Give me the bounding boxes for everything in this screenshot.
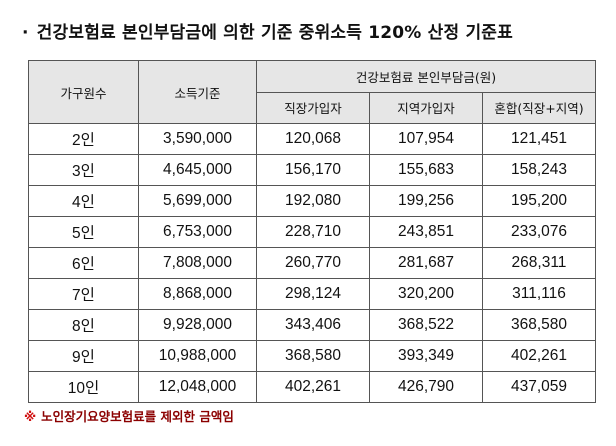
cell-income: 10,988,000 — [138, 340, 257, 372]
cell-workplace: 260,770 — [256, 247, 370, 279]
table-row: 3인 4,645,000 156,170 155,683 158,243 — [28, 154, 596, 186]
header-workplace: 직장가입자 — [256, 91, 370, 124]
cell-income: 12,048,000 — [138, 371, 257, 403]
cell-regional: 199,256 — [369, 185, 483, 217]
cell-income: 8,868,000 — [138, 278, 257, 310]
cell-household: 6인 — [28, 247, 139, 279]
cell-household: 8인 — [28, 309, 139, 341]
cell-income: 3,590,000 — [138, 123, 257, 155]
table-row: 2인 3,590,000 120,068 107,954 121,451 — [28, 123, 596, 155]
cell-regional: 320,200 — [369, 278, 483, 310]
footnote: ※ 노인장기요양보험료를 제외한 금액임 — [24, 406, 234, 425]
table-row: 5인 6,753,000 228,710 243,851 233,076 — [28, 216, 596, 248]
table-row: 6인 7,808,000 260,770 281,687 268,311 — [28, 247, 596, 279]
table-row: 7인 8,868,000 298,124 320,200 311,116 — [28, 278, 596, 310]
header-row-top: 가구원수 소득기준 건강보험료 본인부담금(원) — [28, 60, 596, 124]
cell-workplace: 120,068 — [256, 123, 370, 155]
header-mixed: 혼합(직장+지역) — [482, 91, 596, 124]
cell-workplace: 402,261 — [256, 371, 370, 403]
title-bullet: · — [22, 23, 29, 43]
cell-mixed: 368,580 — [482, 309, 596, 341]
cell-regional: 107,954 — [369, 123, 483, 155]
cell-income: 6,753,000 — [138, 216, 257, 248]
header-income: 소득기준 — [138, 60, 257, 124]
table-row: 9인 10,988,000 368,580 393,349 402,261 — [28, 340, 596, 372]
cell-regional: 281,687 — [369, 247, 483, 279]
cell-household: 4인 — [28, 185, 139, 217]
cell-household: 5인 — [28, 216, 139, 248]
cell-income: 5,699,000 — [138, 185, 257, 217]
table-header: 가구원수 소득기준 건강보험료 본인부담금(원) 직장가입자 지역가입자 혼합(… — [28, 60, 596, 124]
cell-workplace: 228,710 — [256, 216, 370, 248]
cell-mixed: 437,059 — [482, 371, 596, 403]
cell-workplace: 156,170 — [256, 154, 370, 186]
contribution-table: 가구원수 소득기준 건강보험료 본인부담금(원) 직장가입자 지역가입자 혼합(… — [28, 60, 596, 403]
header-row-bottom: 직장가입자 지역가입자 혼합(직장+지역) — [29, 91, 596, 124]
table-row: 10인 12,048,000 402,261 426,790 437,059 — [28, 371, 596, 403]
cell-workplace: 192,080 — [256, 185, 370, 217]
cell-workplace: 298,124 — [256, 278, 370, 310]
cell-workplace: 343,406 — [256, 309, 370, 341]
cell-household: 3인 — [28, 154, 139, 186]
cell-household: 2인 — [28, 123, 139, 155]
footnote-text: 노인장기요양보험료를 제외한 금액임 — [41, 409, 234, 424]
cell-mixed: 195,200 — [482, 185, 596, 217]
table-body: 2인 3,590,000 120,068 107,954 121,451 3인 … — [28, 123, 596, 403]
table-row: 8인 9,928,000 343,406 368,522 368,580 — [28, 309, 596, 341]
page-title: · 건강보험료 본인부담금에 의한 기준 중위소득 120% 산정 기준표 — [22, 18, 513, 43]
cell-income: 4,645,000 — [138, 154, 257, 186]
header-contribution-group: 건강보험료 본인부담금(원) — [256, 60, 596, 93]
cell-regional: 155,683 — [369, 154, 483, 186]
title-text: 건강보험료 본인부담금에 의한 기준 중위소득 120% 산정 기준표 — [36, 23, 513, 43]
header-regional: 지역가입자 — [369, 91, 483, 124]
cell-mixed: 121,451 — [482, 123, 596, 155]
cell-mixed: 311,116 — [482, 278, 596, 310]
cell-regional: 243,851 — [369, 216, 483, 248]
cell-mixed: 268,311 — [482, 247, 596, 279]
cell-household: 9인 — [28, 340, 139, 372]
cell-mixed: 402,261 — [482, 340, 596, 372]
cell-regional: 426,790 — [369, 371, 483, 403]
cell-mixed: 158,243 — [482, 154, 596, 186]
cell-workplace: 368,580 — [256, 340, 370, 372]
cell-regional: 393,349 — [369, 340, 483, 372]
cell-income: 9,928,000 — [138, 309, 257, 341]
header-household: 가구원수 — [28, 60, 139, 124]
cell-regional: 368,522 — [369, 309, 483, 341]
cell-household: 10인 — [28, 371, 139, 403]
table-row: 4인 5,699,000 192,080 199,256 195,200 — [28, 185, 596, 217]
reference-mark-icon: ※ — [24, 409, 37, 424]
cell-household: 7인 — [28, 278, 139, 310]
cell-income: 7,808,000 — [138, 247, 257, 279]
cell-mixed: 233,076 — [482, 216, 596, 248]
